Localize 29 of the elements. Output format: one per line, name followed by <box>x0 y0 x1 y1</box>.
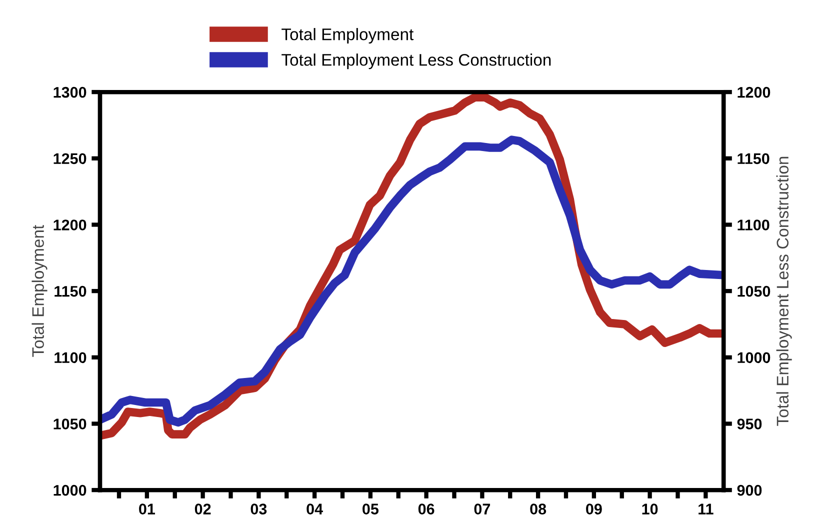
legend-label: Total Employment <box>282 28 414 44</box>
x-tick-label: 02 <box>194 504 211 514</box>
y-tick-label: 1200 <box>54 220 86 230</box>
x-tick-label: 05 <box>362 504 379 514</box>
y-tick-label: 1100 <box>54 352 86 364</box>
x-tick-label: 07 <box>474 504 490 514</box>
legend-label: Total Employment Less Construction <box>282 54 551 70</box>
x-tick-label: 08 <box>530 504 546 514</box>
x-tick-label: 01 <box>139 504 156 514</box>
y-axis-title: Total Employment <box>32 224 48 357</box>
y2-axis-title: Total Employment Less Construction <box>776 156 792 426</box>
y-tick-label: 1050 <box>54 418 86 430</box>
y2-tick-label: 1200 <box>738 86 770 98</box>
y2-tick-label: 950 <box>737 418 762 430</box>
y2-tick-label: 900 <box>737 484 762 496</box>
x-tick-label: 06 <box>418 504 434 514</box>
x-tick-label: 11 <box>698 504 714 514</box>
x-tick-label: 04 <box>306 504 323 514</box>
y-tick-label: 1300 <box>54 86 86 98</box>
y-tick-label: 1000 <box>54 484 86 496</box>
x-tick-label: 09 <box>586 504 602 514</box>
y2-tick-label: 1150 <box>738 153 770 164</box>
x-tick-label: 03 <box>250 504 267 514</box>
y2-tick-label: 1050 <box>738 286 770 297</box>
y-tick-label: 1150 <box>54 286 86 297</box>
y-tick-label: 1250 <box>54 153 86 164</box>
x-tick-label: 10 <box>642 504 658 514</box>
y2-tick-label: 1000 <box>738 352 770 364</box>
y2-tick-label: 1100 <box>738 220 770 230</box>
